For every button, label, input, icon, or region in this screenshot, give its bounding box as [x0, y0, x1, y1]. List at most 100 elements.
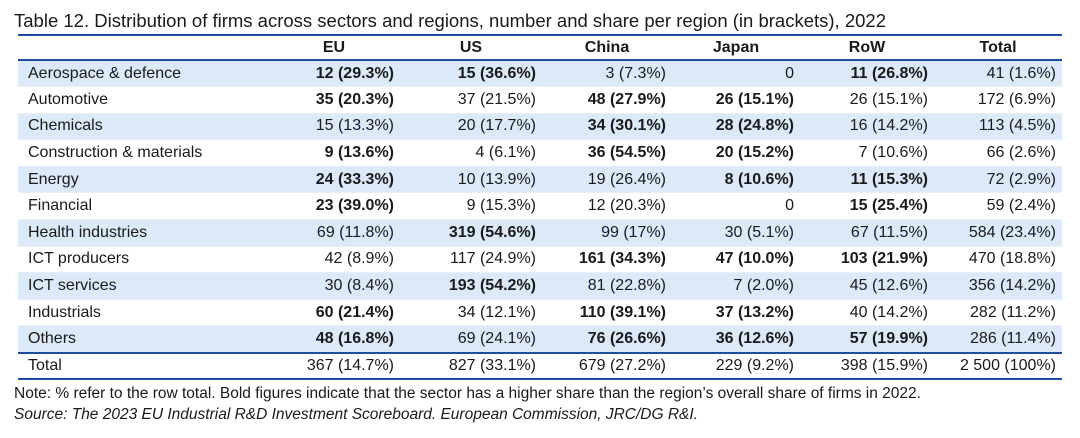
table-cell: 36 (54.5%) [542, 139, 672, 167]
sector-label: Health industries [18, 219, 268, 247]
sector-label: ICT services [18, 272, 268, 300]
header-total: Total [934, 34, 1062, 61]
table-cell: 28 (24.8%) [672, 113, 800, 141]
total-cell: 229 (9.2%) [672, 351, 800, 381]
table-cell: 67 (11.5%) [800, 219, 934, 247]
table-cell: 7 (2.0%) [672, 272, 800, 300]
table-body: Aerospace & defence 12 (29.3%) 15 (36.6%) 3… [18, 60, 1062, 381]
table-cell: 15 (25.4%) [800, 192, 934, 221]
distribution-table: EU US China Japan RoW Total Aerospace & … [18, 34, 1062, 381]
table-cell: 26 (15.1%) [800, 86, 934, 114]
total-cell: 2 500 (100%) [934, 351, 1062, 381]
sector-label: Automotive [18, 86, 268, 114]
table-note: Note: % refer to the row total. Bold fig… [14, 385, 921, 402]
header-china: China [542, 34, 672, 61]
sector-label: Others [18, 325, 268, 354]
total-cell: 827 (33.1%) [400, 351, 542, 381]
sector-label: Financial [18, 192, 268, 221]
table-cell: 69 (11.8%) [268, 219, 400, 247]
table-cell: 12 (20.3%) [542, 192, 672, 221]
table-cell: 48 (27.9%) [542, 86, 672, 114]
table-cell: 12 (29.3%) [268, 60, 400, 88]
table-cell: 4 (6.1%) [400, 139, 542, 167]
table-cell: 3 (7.3%) [542, 60, 672, 88]
table-cell: 319 (54.6%) [400, 219, 542, 247]
header-eu: EU [268, 34, 400, 61]
table-source: Source: The 2023 EU Industrial R&D Inves… [14, 406, 699, 423]
header-row: EU US China Japan RoW Total [18, 34, 1062, 61]
table-row: ICT services 30 (8.4%) 193 (54.2%) 81 (22.8… [18, 272, 1062, 300]
table-cell: 117 (24.9%) [400, 246, 542, 274]
table-cell: 9 (15.3%) [400, 192, 542, 221]
total-cell: 679 (27.2%) [542, 351, 672, 381]
table-cell: 34 (12.1%) [400, 299, 542, 327]
table-row: Construction & materials 9 (13.6%) 4 (6.1%… [18, 139, 1062, 167]
table-cell: 34 (30.1%) [542, 113, 672, 141]
table-cell: 72 (2.9%) [934, 166, 1062, 194]
table-cell: 282 (11.2%) [934, 299, 1062, 327]
table-cell: 35 (20.3%) [268, 86, 400, 114]
table-cell: 11 (26.8%) [800, 60, 934, 88]
header-us: US [400, 34, 542, 61]
table-cell: 161 (34.3%) [542, 246, 672, 274]
table-cell: 20 (17.7%) [400, 113, 542, 141]
table-cell: 81 (22.8%) [542, 272, 672, 300]
table-cell: 356 (14.2%) [934, 272, 1062, 300]
table-cell: 15 (36.6%) [400, 60, 542, 88]
table-cell: 23 (39.0%) [268, 192, 400, 221]
table-cell: 69 (24.1%) [400, 325, 542, 354]
table-cell: 30 (5.1%) [672, 219, 800, 247]
sector-label: ICT producers [18, 246, 268, 274]
table-cell: 470 (18.8%) [934, 246, 1062, 274]
table-cell: 76 (26.6%) [542, 325, 672, 354]
table-cell: 66 (2.6%) [934, 139, 1062, 167]
table-cell: 45 (12.6%) [800, 272, 934, 300]
table-cell: 8 (10.6%) [672, 166, 800, 194]
table-cell: 15 (13.3%) [268, 113, 400, 141]
total-row: Total 367 (14.7%) 827 (33.1%) 679 (27.2%) 22… [18, 351, 1062, 381]
table-row: Financial 23 (39.0%) 9 (15.3%) 12 (20.3%) 0 1… [18, 192, 1062, 221]
table-cell: 16 (14.2%) [800, 113, 934, 141]
sector-label: Aerospace & defence [18, 60, 268, 88]
table-cell: 60 (21.4%) [268, 299, 400, 327]
table-row: Health industries 69 (11.8%) 319 (54.6%) 99… [18, 219, 1062, 247]
table-cell: 24 (33.3%) [268, 166, 400, 194]
table-cell: 19 (26.4%) [542, 166, 672, 194]
table-cell: 40 (14.2%) [800, 299, 934, 327]
table-cell: 0 [672, 60, 800, 88]
table-cell: 0 [672, 192, 800, 221]
header-row-region: RoW [800, 34, 934, 61]
table-row: Industrials 60 (21.4%) 34 (12.1%) 110 (39.1… [18, 299, 1062, 327]
table-cell: 286 (11.4%) [934, 325, 1062, 354]
table-cell: 47 (10.0%) [672, 246, 800, 274]
table-cell: 59 (2.4%) [934, 192, 1062, 221]
table-cell: 30 (8.4%) [268, 272, 400, 300]
sector-label: Industrials [18, 299, 268, 327]
sector-label: Construction & materials [18, 139, 268, 167]
table-cell: 193 (54.2%) [400, 272, 542, 300]
table-cell: 11 (15.3%) [800, 166, 934, 194]
total-cell: 398 (15.9%) [800, 351, 934, 381]
table-row: Aerospace & defence 12 (29.3%) 15 (36.6%) 3… [18, 60, 1062, 88]
table-row: ICT producers 42 (8.9%) 117 (24.9%) 161 (34… [18, 246, 1062, 274]
sector-label: Chemicals [18, 113, 268, 141]
sector-label: Energy [18, 166, 268, 194]
table-cell: 57 (19.9%) [800, 325, 934, 354]
total-cell: 367 (14.7%) [268, 351, 400, 381]
table-cell: 20 (15.2%) [672, 139, 800, 167]
table-row: Others 48 (16.8%) 69 (24.1%) 76 (26.6%) 36 (… [18, 325, 1062, 354]
table-cell: 37 (21.5%) [400, 86, 542, 114]
table-cell: 110 (39.1%) [542, 299, 672, 327]
table-cell: 113 (4.5%) [934, 113, 1062, 141]
table-title: Table 12. Distribution of firms across s… [14, 10, 886, 31]
table-cell: 26 (15.1%) [672, 86, 800, 114]
total-label: Total [18, 351, 268, 381]
table-cell: 48 (16.8%) [268, 325, 400, 354]
table-cell: 99 (17%) [542, 219, 672, 247]
table-row: Automotive 35 (20.3%) 37 (21.5%) 48 (27.9%)… [18, 86, 1062, 114]
table-cell: 42 (8.9%) [268, 246, 400, 274]
header-japan: Japan [672, 34, 800, 61]
table-cell: 36 (12.6%) [672, 325, 800, 354]
table-cell: 41 (1.6%) [934, 60, 1062, 88]
